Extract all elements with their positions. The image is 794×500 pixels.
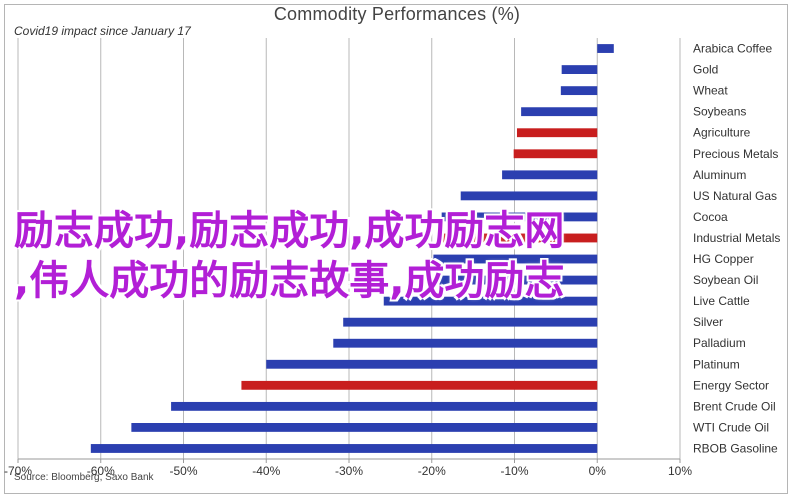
category-label: Wheat (693, 84, 728, 98)
x-tick-label: -20% (418, 464, 446, 478)
x-tick-label: -50% (169, 464, 197, 478)
category-label: US Natural Gas (693, 189, 777, 203)
bar-19 (90, 444, 598, 453)
bar-16 (241, 380, 598, 390)
category-label: Arabica Coffee (693, 42, 772, 56)
bar-6 (502, 170, 598, 180)
bar-14 (333, 338, 598, 348)
bar-3 (521, 107, 598, 117)
chart-title: Commodity Performances (%) (273, 4, 521, 24)
category-label: Palladium (693, 336, 746, 350)
category-label: Gold (693, 63, 718, 77)
bar-2 (560, 86, 598, 96)
category-label: Industrial Metals (693, 231, 780, 245)
category-label: Brent Crude Oil (693, 399, 776, 413)
category-label: RBOB Gasoline (693, 441, 778, 455)
bar-17 (171, 401, 598, 411)
category-label: Platinum (693, 357, 740, 371)
overlay-text-line-2: ,伟人成功的励志故事,成功励志 (14, 258, 565, 304)
category-label: Agriculture (693, 126, 751, 140)
bar-4 (516, 128, 598, 138)
bar-12 (383, 296, 598, 306)
bar-8 (441, 212, 598, 222)
category-label: Energy Sector (693, 378, 769, 392)
x-tick-label: 10% (668, 464, 692, 478)
bar-1 (561, 65, 598, 74)
x-tick-label: -70% (4, 464, 32, 478)
x-tick-label: -40% (252, 464, 280, 478)
x-tick-label: -10% (500, 464, 528, 478)
category-label: HG Copper (693, 252, 754, 266)
category-label: Soybeans (693, 105, 746, 119)
bar-7 (460, 191, 598, 201)
bar-5 (513, 149, 598, 159)
chart-subtitle: Covid19 impact since January 17 (14, 24, 191, 38)
bar-9 (440, 233, 598, 243)
x-tick-label: 0% (589, 464, 607, 478)
bar-10 (433, 254, 598, 264)
bar-13 (343, 317, 598, 327)
category-label: Aluminum (693, 168, 746, 182)
x-tick-label: -30% (335, 464, 363, 478)
category-label: WTI Crude Oil (693, 420, 769, 434)
chart-source: Source: Bloomberg, Saxo Bank (14, 472, 154, 483)
category-label: Precious Metals (693, 147, 778, 161)
bar-18 (131, 423, 598, 432)
bar-0 (597, 44, 614, 53)
x-tick-label: -60% (87, 464, 115, 478)
chart-frame (4, 4, 788, 494)
category-label: Soybean Oil (693, 273, 758, 287)
bar-11 (425, 275, 598, 285)
category-label: Live Cattle (693, 294, 750, 308)
category-label: Cocoa (693, 210, 728, 224)
overlay-text-line-1: 励志成功,励志成功,成功励志网 (14, 208, 565, 254)
bar-15 (266, 359, 598, 369)
category-label: Silver (693, 315, 723, 329)
